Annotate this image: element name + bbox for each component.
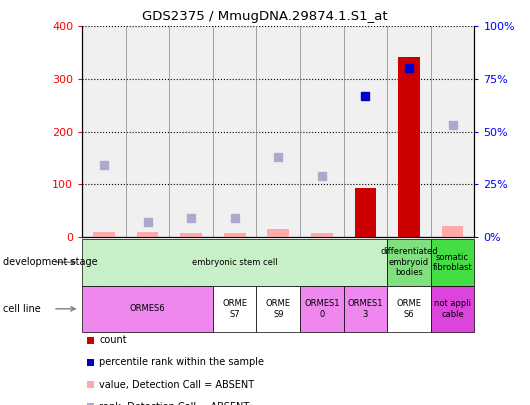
Bar bbox=[267, 229, 289, 237]
Text: ORME
S7: ORME S7 bbox=[222, 299, 247, 318]
Text: count: count bbox=[100, 335, 127, 345]
Bar bbox=[224, 233, 245, 237]
Bar bbox=[441, 226, 463, 237]
Text: rank, Detection Call = ABSENT: rank, Detection Call = ABSENT bbox=[100, 402, 250, 405]
Text: ORMES6: ORMES6 bbox=[130, 304, 165, 313]
Text: ORME
S6: ORME S6 bbox=[396, 299, 421, 318]
Text: not appli
cable: not appli cable bbox=[434, 299, 471, 318]
Text: GDS2375 / MmugDNA.29874.1.S1_at: GDS2375 / MmugDNA.29874.1.S1_at bbox=[142, 10, 388, 23]
Bar bbox=[311, 233, 333, 237]
Text: differentiated
embryoid
bodies: differentiated embryoid bodies bbox=[380, 247, 438, 277]
Text: ORMES1
3: ORMES1 3 bbox=[348, 299, 383, 318]
Text: embryonic stem cell: embryonic stem cell bbox=[192, 258, 278, 267]
Bar bbox=[137, 232, 158, 237]
Bar bbox=[180, 233, 202, 237]
Text: cell line: cell line bbox=[3, 304, 40, 314]
Text: value, Detection Call = ABSENT: value, Detection Call = ABSENT bbox=[100, 380, 254, 390]
Text: development stage: development stage bbox=[3, 257, 98, 267]
Bar bbox=[93, 232, 115, 237]
Text: ORMES1
0: ORMES1 0 bbox=[304, 299, 340, 318]
Text: percentile rank within the sample: percentile rank within the sample bbox=[100, 358, 264, 367]
Bar bbox=[355, 188, 376, 237]
Bar bbox=[398, 57, 420, 237]
Text: ORME
S9: ORME S9 bbox=[266, 299, 291, 318]
Text: somatic
fibroblast: somatic fibroblast bbox=[432, 253, 472, 272]
